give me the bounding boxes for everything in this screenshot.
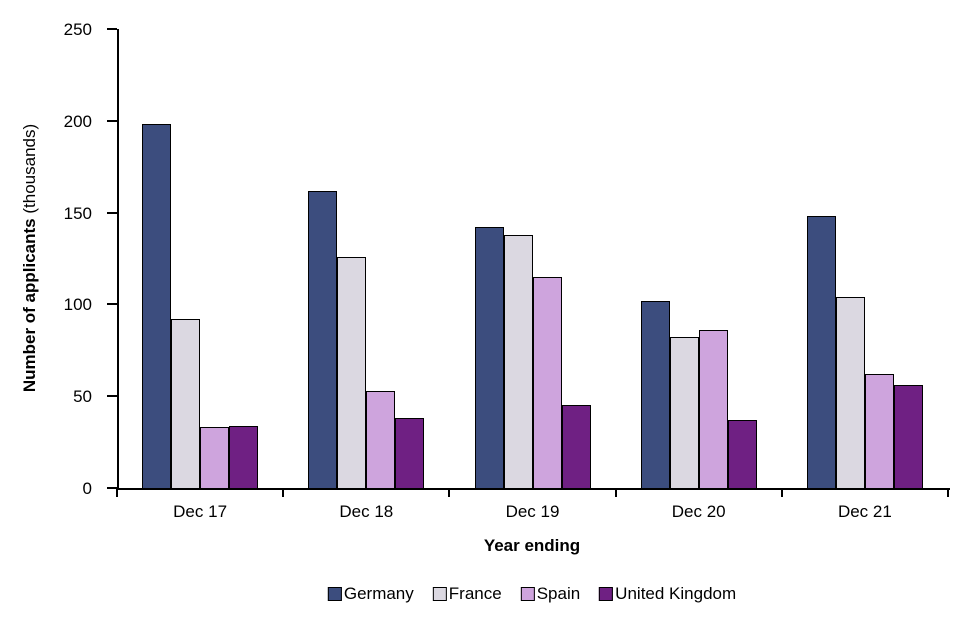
y-axis-tick	[107, 119, 117, 122]
legend-swatch-united-kingdom	[599, 587, 614, 601]
bar-united-kingdom-dec-18	[395, 418, 425, 489]
bar-france-dec-20	[669, 337, 699, 489]
bar-germany-dec-18	[308, 190, 338, 489]
bar-germany-dec-17	[142, 124, 172, 489]
legend: Germany France Spain United Kingdom	[327, 584, 736, 604]
y-tick-label: 200	[63, 111, 92, 131]
bar-united-kingdom-dec-21	[893, 385, 923, 489]
x-axis-tick	[448, 488, 451, 497]
y-tick-label: 100	[63, 295, 92, 315]
y-axis-title: Number of applicants (thousands)	[20, 124, 40, 392]
legend-swatch-spain	[520, 587, 535, 601]
bar-france-dec-19	[503, 234, 533, 489]
y-axis-title-units: (thousands)	[20, 123, 39, 214]
x-axis-title: Year ending	[483, 536, 581, 555]
bar-united-kingdom-dec-17	[229, 425, 259, 489]
bar-france-dec-18	[337, 256, 367, 489]
bar-spain-dec-21	[864, 374, 894, 489]
x-tick-label-dec-19: Dec 19	[505, 502, 560, 521]
legend-item-germany: Germany	[327, 584, 414, 604]
legend-item-united-kingdom: United Kingdom	[599, 584, 736, 604]
legend-label-spain: Spain	[536, 584, 581, 603]
legend-label-france: France	[448, 584, 502, 603]
y-axis-tick	[107, 211, 117, 214]
y-axis-line	[117, 29, 119, 490]
x-axis-tick	[282, 488, 285, 497]
y-tick-label: 50	[73, 387, 92, 407]
bar-spain-dec-18	[366, 390, 396, 489]
x-tick-label-dec-17: Dec 17	[173, 502, 228, 521]
bar-united-kingdom-dec-19	[561, 405, 591, 489]
x-axis-tick	[614, 488, 617, 497]
bar-france-dec-17	[171, 319, 201, 489]
legend-swatch-germany	[327, 587, 342, 601]
bar-germany-dec-20	[640, 300, 670, 489]
x-axis-tick	[947, 488, 949, 497]
x-axis-line	[116, 488, 950, 490]
x-axis-tick	[116, 488, 118, 497]
y-axis-tick	[107, 487, 117, 489]
bar-germany-dec-19	[474, 227, 504, 489]
bar-spain-dec-17	[200, 427, 230, 489]
y-axis-tick	[107, 395, 117, 398]
x-axis-tick	[780, 488, 783, 497]
bar-germany-dec-21	[806, 216, 836, 489]
x-tick-label-dec-18: Dec 18	[339, 502, 394, 521]
y-tick-label: 0	[82, 479, 92, 498]
bar-france-dec-21	[835, 297, 865, 489]
legend-item-spain: Spain	[520, 584, 581, 604]
legend-swatch-france	[432, 587, 447, 601]
y-tick-label: 250	[63, 20, 92, 39]
legend-label-united-kingdom: United Kingdom	[615, 584, 737, 603]
legend-label-germany: Germany	[343, 584, 414, 603]
bar-united-kingdom-dec-20	[727, 420, 757, 489]
legend-item-france: France	[432, 584, 502, 604]
x-tick-label-dec-21: Dec 21	[837, 502, 892, 521]
x-tick-label-dec-20: Dec 20	[671, 502, 726, 521]
y-axis-tick	[107, 303, 117, 306]
bar-spain-dec-19	[532, 276, 562, 489]
y-axis-tick	[107, 28, 117, 30]
bar-spain-dec-20	[698, 330, 728, 489]
y-tick-label: 150	[63, 203, 92, 223]
